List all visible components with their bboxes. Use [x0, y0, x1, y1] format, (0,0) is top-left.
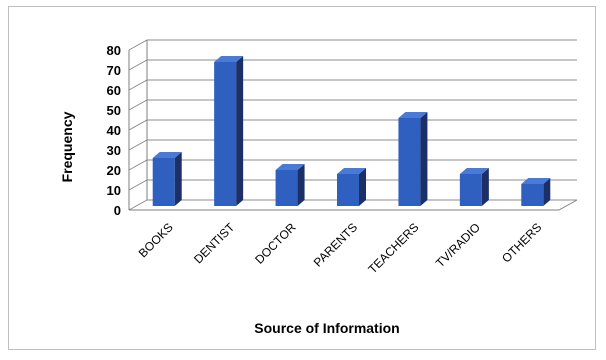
y-tick-label: 30 [107, 143, 121, 158]
bar-front [275, 170, 298, 206]
bar-chart-3d: 0 10 20 30 40 50 60 70 80 BOOKS DENTIST DOCTOR PAREN… [59, 39, 578, 336]
chart-frame: 0 10 20 30 40 50 60 70 80 BOOKS DENTIST DOCTOR PAREN… [8, 6, 596, 350]
bar-top [398, 112, 428, 118]
y-tick-label: 70 [107, 63, 121, 78]
bar-side [174, 152, 182, 206]
x-tick-label: PARENTS [311, 220, 360, 269]
gridline [128, 59, 577, 71]
gridline [128, 79, 577, 91]
bar-top [459, 168, 489, 174]
grid-layer [128, 39, 578, 211]
y-tick-label: 60 [107, 83, 121, 98]
bar-top [214, 56, 244, 62]
bar [398, 112, 428, 206]
bar-top [337, 168, 366, 174]
y-tick-label: 80 [107, 43, 121, 58]
bar-top [275, 164, 305, 170]
bar-front [398, 118, 421, 206]
y-tick-label: 40 [107, 123, 121, 138]
x-tick-label: BOOKS [136, 220, 176, 260]
bar [152, 152, 182, 206]
x-tick-label: DENTIST [191, 220, 238, 267]
bar [521, 178, 551, 206]
bar-side [297, 164, 305, 206]
bar-top [152, 152, 182, 158]
bar-side [236, 56, 244, 206]
bar-front [459, 174, 482, 206]
bar [337, 168, 366, 206]
x-tick-label: TEACHERS [365, 220, 421, 276]
y-tick-label: 50 [107, 103, 121, 118]
x-axis-floor [129, 199, 578, 211]
bar-side [420, 112, 428, 206]
bar [459, 168, 489, 206]
bar-side [359, 168, 366, 206]
gridline [128, 39, 577, 51]
y-tick-label: 0 [114, 203, 121, 218]
gridline [128, 119, 577, 131]
bar-front [214, 62, 237, 206]
bars-layer [152, 56, 551, 206]
gridline [128, 99, 577, 111]
x-tick-label: OTHERS [499, 220, 544, 265]
bar [275, 164, 305, 206]
bar-front [152, 158, 175, 206]
y-tick-label: 10 [107, 183, 121, 198]
bar-front [337, 174, 359, 206]
x-axis-title: Source of Information [254, 320, 399, 336]
x-tick-label: TV/RADIO [433, 220, 483, 270]
bar [214, 56, 244, 206]
y-tick-label: 20 [107, 163, 121, 178]
bar-front [521, 184, 544, 206]
gridline [128, 139, 577, 151]
y-axis-title: Frequency [59, 111, 75, 182]
bar-side [543, 178, 551, 206]
x-tick-label: DOCTOR [252, 220, 299, 267]
bar-side [481, 168, 489, 206]
bar-top [521, 178, 551, 184]
